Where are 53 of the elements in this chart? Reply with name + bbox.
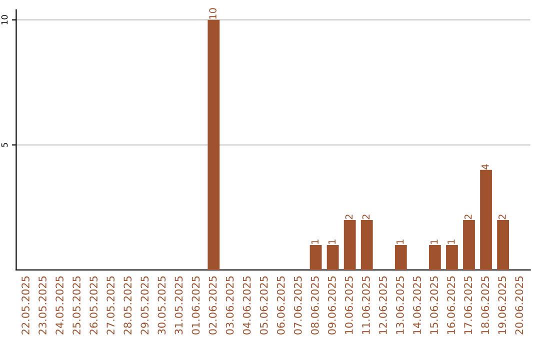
- x-tick-label: 12.06.2025: [379, 276, 387, 334]
- bar: [360, 220, 373, 270]
- x-tick-label: 20.06.2025: [515, 276, 524, 334]
- bar: [394, 244, 407, 270]
- bar: [463, 220, 475, 270]
- bar: [497, 220, 509, 270]
- data-label: 1: [448, 240, 455, 244]
- bar: [428, 244, 441, 270]
- x-tick-label: 28.05.2025: [124, 276, 132, 334]
- bar: [344, 220, 356, 270]
- x-tick-label: 26.05.2025: [90, 276, 98, 334]
- x-tick-label: 11.06.2025: [362, 276, 370, 334]
- x-tick-label: 03.06.2025: [226, 276, 234, 334]
- x-tick-label: 05.06.2025: [260, 276, 268, 334]
- bar: [326, 244, 339, 270]
- data-label: 2: [362, 214, 370, 220]
- data-label: 2: [498, 214, 506, 220]
- data-label: 10: [209, 8, 216, 19]
- x-tick-label: 24.05.2025: [56, 276, 64, 334]
- x-tick-label: 18.06.2025: [481, 276, 490, 334]
- data-label: 4: [482, 164, 489, 170]
- data-label: 1: [328, 240, 336, 244]
- bar: [208, 20, 220, 270]
- bar: [480, 170, 492, 270]
- x-tick-label: 15.06.2025: [430, 276, 438, 334]
- x-tick-label: 25.05.2025: [72, 276, 81, 334]
- data-label: 1: [396, 240, 404, 244]
- x-tick-label: 08.06.2025: [310, 276, 319, 334]
- data-label: 2: [345, 214, 353, 220]
- x-tick-label: 17.06.2025: [464, 276, 472, 334]
- data-label: 2: [464, 214, 472, 220]
- x-tick-label: 06.06.2025: [276, 276, 285, 334]
- bar: [446, 244, 458, 270]
- x-tick-label: 02.06.2025: [208, 276, 217, 334]
- x-tick-label: 09.06.2025: [328, 276, 336, 334]
- x-tick-label: 14.06.2025: [413, 276, 421, 334]
- x-tick-label: 29.05.2025: [140, 276, 149, 334]
- x-tick-label: 01.06.2025: [192, 276, 200, 334]
- x-tick-label: 27.05.2025: [106, 276, 115, 334]
- data-label: 1: [311, 240, 318, 244]
- x-tick-label: 19.06.2025: [498, 276, 506, 334]
- x-tick-label: 10.06.2025: [344, 276, 353, 334]
- x-tick-label: 23.05.2025: [38, 276, 46, 334]
- x-tick-label: 22.05.2025: [22, 276, 30, 334]
- bar: [310, 244, 322, 270]
- y-tick-label: 5: [1, 142, 8, 147]
- x-tick-label: 04.06.2025: [242, 276, 251, 334]
- x-tick-label: 07.06.2025: [294, 276, 302, 334]
- x-tick-label: 16.06.2025: [447, 276, 455, 334]
- x-tick-label: 31.05.2025: [174, 276, 183, 334]
- x-tick-label: 30.05.2025: [158, 276, 166, 334]
- x-tick-label: 13.06.2025: [396, 276, 404, 334]
- data-label: 1: [430, 240, 438, 244]
